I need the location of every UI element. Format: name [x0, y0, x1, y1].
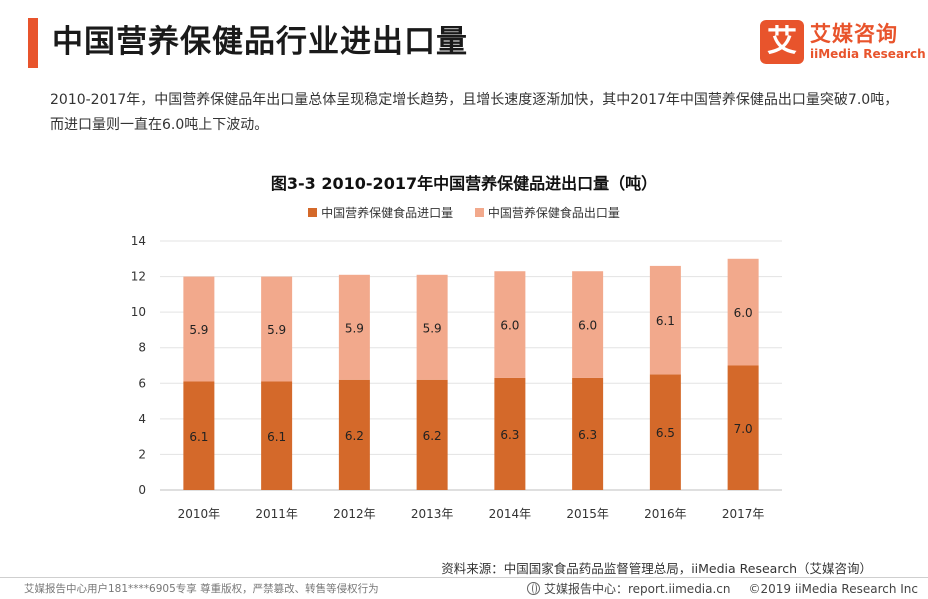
bar-import: [727, 365, 759, 490]
data-label-export: 5.9: [189, 323, 208, 337]
data-label-export: 6.0: [734, 306, 753, 320]
x-tick-label: 2015年: [566, 507, 609, 521]
brand-logo: 艾 艾媒咨询 iiMedia Research: [760, 16, 926, 66]
data-label-import: 6.2: [345, 429, 364, 443]
bar-export: [727, 258, 759, 366]
legend-label-export: 中国营养保健食品出口量: [487, 206, 620, 220]
y-tick-label: 6: [138, 376, 146, 390]
bar-export: [338, 274, 370, 380]
data-label-import: 6.3: [578, 428, 597, 442]
y-tick-label: 4: [138, 412, 146, 426]
bar-import: [261, 381, 293, 490]
bar-export: [183, 276, 215, 382]
data-label-export: 5.9: [423, 321, 442, 335]
data-label-export: 5.9: [267, 323, 286, 337]
y-tick-label: 12: [131, 270, 146, 284]
legend-item-import: 中国营养保健食品进口量: [308, 204, 453, 221]
data-label-import: 6.1: [267, 430, 286, 444]
bar-export: [649, 265, 681, 375]
footer-copyright: ©2019 iiMedia Research Inc: [748, 581, 918, 596]
bar-import: [649, 374, 681, 490]
data-label-import: 7.0: [734, 422, 753, 436]
logo-mark-icon: 艾: [760, 20, 804, 64]
bar-import: [183, 381, 215, 490]
bar-import: [416, 379, 448, 490]
data-label-export: 6.1: [656, 314, 675, 328]
x-tick-label: 2016年: [644, 507, 687, 521]
logo-chinese-name: 艾媒咨询: [810, 22, 898, 46]
x-tick-label: 2011年: [255, 507, 298, 521]
page-title: 中国营养保健品行业进出口量: [52, 24, 468, 60]
x-tick-label: 2012年: [333, 507, 376, 521]
title-accent-bar: [28, 18, 38, 68]
bar-import: [494, 377, 526, 490]
bar-export: [572, 271, 604, 378]
y-tick-label: 10: [131, 305, 146, 319]
x-tick-label: 2013年: [411, 507, 454, 521]
footer-divider: [0, 577, 928, 578]
x-tick-label: 2010年: [178, 507, 221, 521]
data-label-import: 6.1: [189, 430, 208, 444]
data-label-import: 6.2: [423, 429, 442, 443]
y-tick-label: 0: [138, 483, 146, 497]
y-tick-label: 2: [138, 447, 146, 461]
bar-export: [261, 276, 293, 382]
legend-swatch-export: [474, 208, 484, 217]
globe-icon: [526, 582, 540, 595]
footer-copyright-notice: 艾媒报告中心用户181****6905专享 尊重版权，严禁篡改、转售等侵权行为: [24, 583, 379, 595]
legend-label-import: 中国营养保健食品进口量: [321, 206, 454, 220]
stacked-bar-chart: 0 2 4 6 8 10 12 14 6.1 5.9 2010年 6.1 5.9 2011年 6.2 5.9 2…: [131, 234, 782, 521]
bar-export: [494, 271, 526, 378]
data-label-export: 6.0: [500, 319, 519, 333]
legend-swatch-import: [308, 208, 318, 217]
footer-right: 艾媒报告中心：report.iimedia.cn ©2019 iiMedia R…: [526, 580, 918, 597]
data-label-export: 5.9: [345, 321, 364, 335]
source-note: 资料来源：中国国家食品药品监督管理总局，iiMedia Research（艾媒咨…: [441, 561, 872, 576]
bar-import: [338, 379, 370, 490]
legend-item-export: 中国营养保健食品出口量: [474, 204, 620, 221]
intro-paragraph: 2010-2017年，中国营养保健品年出口量总体呈现稳定增长趋势，且增长速度逐渐…: [50, 92, 899, 133]
x-tick-label: 2017年: [722, 507, 765, 521]
chart-legend: 中国营养保健食品进口量 中国营养保健食品出口量: [0, 204, 928, 221]
data-label-import: 6.3: [500, 428, 519, 442]
bar-import: [572, 377, 604, 490]
data-label-import: 6.5: [656, 426, 675, 440]
y-tick-label: 8: [138, 341, 146, 355]
footer-site-link[interactable]: 艾媒报告中心：report.iimedia.cn: [543, 582, 731, 596]
logo-english-name: iiMedia Research: [810, 47, 926, 61]
data-label-export: 6.0: [578, 319, 597, 333]
x-tick-label: 2014年: [489, 507, 532, 521]
chart-title: 图3-3 2010-2017年中国营养保健品进出口量（吨）: [270, 174, 658, 193]
y-tick-label: 14: [131, 234, 146, 248]
bar-export: [416, 274, 448, 380]
